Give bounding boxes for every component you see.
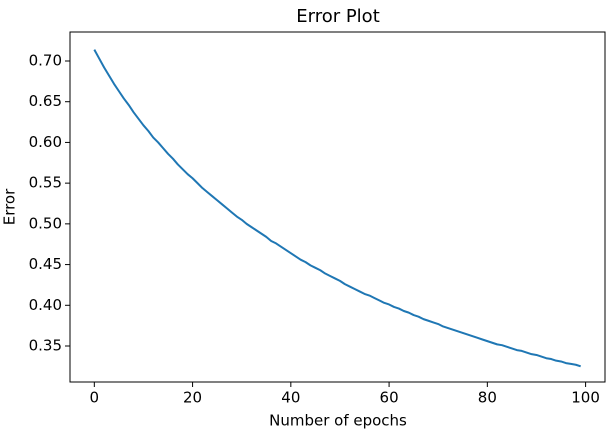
y-tick-label: 0.70 <box>29 51 62 69</box>
x-tick-label: 80 <box>478 389 497 407</box>
x-axis-label: Number of epochs <box>269 412 407 430</box>
y-tick-label: 0.60 <box>29 133 62 151</box>
y-tick-label: 0.65 <box>29 92 62 110</box>
y-tick-label: 0.55 <box>29 174 62 192</box>
plot-frame <box>69 31 606 383</box>
y-tick-label: 0.40 <box>29 296 62 314</box>
y-tick-label: 0.50 <box>29 214 62 232</box>
x-tick-label: 60 <box>380 389 399 407</box>
data-line <box>93 49 581 368</box>
x-tick-label: 40 <box>281 389 300 407</box>
x-tick-label: 100 <box>571 389 600 407</box>
y-axis-label: Error <box>1 188 19 225</box>
y-tick-label: 0.45 <box>29 255 62 273</box>
x-tick-label: 0 <box>90 389 100 407</box>
y-tick-label: 0.35 <box>29 337 62 355</box>
x-tick-label: 20 <box>183 389 202 407</box>
chart-title: Error Plot <box>296 6 380 27</box>
